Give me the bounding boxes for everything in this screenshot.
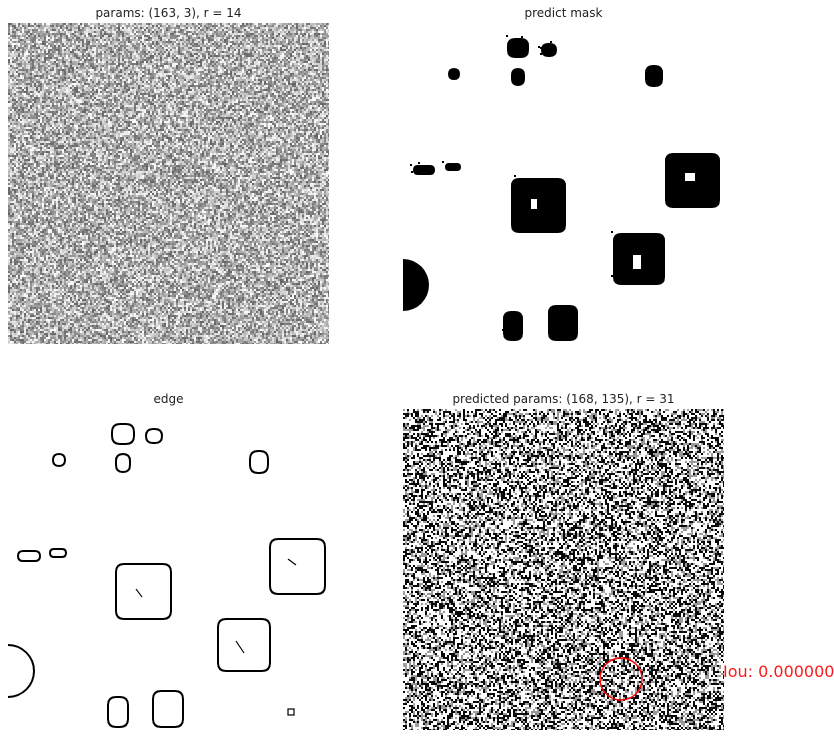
panel-bottom-right-title: predicted params: (168, 135), r = 31	[452, 392, 675, 406]
predicted-circle-overlay	[599, 657, 643, 701]
edge-image	[8, 409, 329, 730]
panel-top-left-title: params: (163, 3), r = 14	[95, 6, 242, 20]
panel-bottom-left-title: edge	[153, 392, 184, 406]
noise-image-top-left	[8, 23, 329, 344]
predict-mask-image	[403, 23, 724, 344]
iou-label: Iou: 0.000000	[723, 662, 834, 681]
noise-image-bottom-right	[403, 409, 724, 730]
predicted-circle	[599, 657, 643, 701]
panel-top-right-title: predict mask	[524, 6, 603, 20]
